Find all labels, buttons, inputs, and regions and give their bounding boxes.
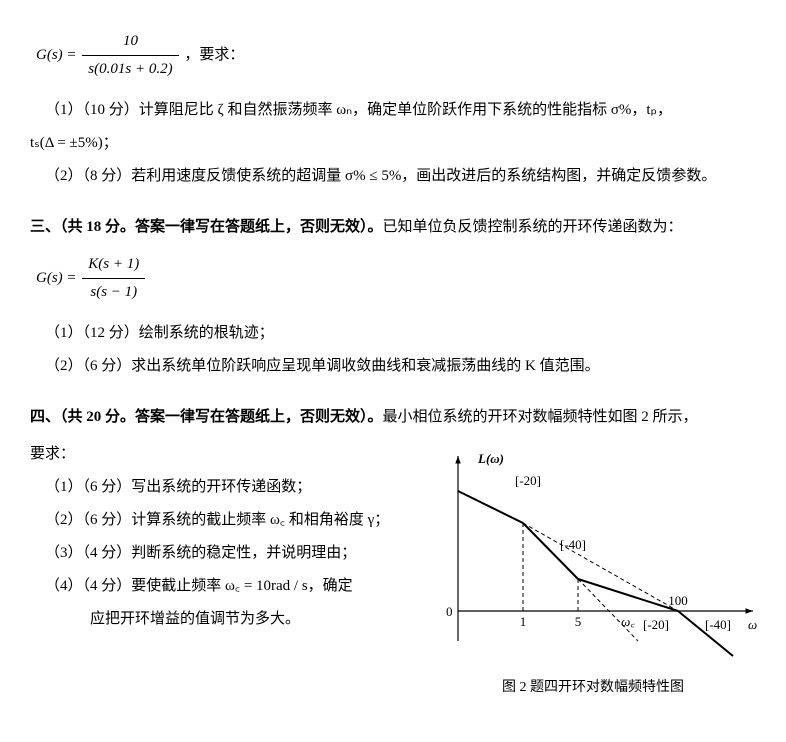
svg-text:5: 5 xyxy=(575,614,582,629)
q3-fraction: K(s + 1) s(s − 1) xyxy=(82,251,145,306)
q4-intro-suffix: 最小相位系统的开环对数幅频特性如图 2 所示， xyxy=(383,409,698,425)
q2-part1-line2: tₛ(Δ = ±5%)； xyxy=(30,130,756,157)
svg-text:[-20]: [-20] xyxy=(643,617,669,632)
q3-heading: 三、（共 18 分。答案一律写在答题纸上，否则无效）。已知单位负反馈控制系统的开… xyxy=(30,214,756,241)
q2-part1: （1）（10 分）计算阻尼比 ζ 和自然振荡频率 ωₙ，确定单位阶跃作用下系统的… xyxy=(30,97,756,124)
q4-part2: （2）（6 分）计算系统的截止频率 ω꜀ 和相角裕度 γ； xyxy=(30,507,420,534)
q4-text-column: 要求： （1）（6 分）写出系统的开环传递函数； （2）（6 分）计算系统的截止… xyxy=(30,441,420,639)
svg-text:[-40]: [-40] xyxy=(560,537,586,552)
svg-text:[-40]: [-40] xyxy=(705,617,731,632)
q2-frac-num: 10 xyxy=(82,28,178,56)
svg-text:100: 100 xyxy=(668,593,688,608)
q3-intro-suffix: 已知单位负反馈控制系统的开环传递函数为： xyxy=(383,219,683,235)
q3-frac-num: K(s + 1) xyxy=(82,251,145,279)
q2-fraction: 10 s(0.01s + 0.2) xyxy=(82,28,178,83)
svg-text:1: 1 xyxy=(520,614,527,629)
bode-plot: L(ω) ω 0 1 5 ω꜀ 100 [-20] [-40] [-20] [-40] xyxy=(428,441,758,661)
q4-require: 要求： xyxy=(30,441,420,468)
q4-heading: 四、（共 20 分。答案一律写在答题纸上，否则无效）。最小相位系统的开环对数幅频… xyxy=(30,404,756,431)
svg-text:0: 0 xyxy=(446,604,453,619)
q3-formula-lhs: G(s) = xyxy=(36,270,77,286)
q2-after-formula: ，要求： xyxy=(184,47,244,63)
q3-formula: G(s) = K(s + 1) s(s − 1) xyxy=(36,251,756,306)
q2-part2: （2）（8 分）若利用速度反馈使系统的超调量 σ% ≤ 5%，画出改进后的系统结… xyxy=(30,163,756,190)
q4-part4: （4）（4 分）要使截止频率 ω꜀ = 10rad / s，确定 xyxy=(30,573,420,600)
svg-text:[-20]: [-20] xyxy=(515,473,541,488)
svg-text:ω: ω xyxy=(748,617,757,632)
q2-frac-den: s(0.01s + 0.2) xyxy=(82,56,178,83)
q4-part1: （1）（6 分）写出系统的开环传递函数； xyxy=(30,474,420,501)
svg-text:ω꜀: ω꜀ xyxy=(621,614,635,629)
q4-figure-caption: 图 2 题四开环对数幅频特性图 xyxy=(428,675,758,700)
q4-part4-line2: 应把开环增益的值调节为多大。 xyxy=(30,606,420,633)
q2-formula-lhs: G(s) = xyxy=(36,47,77,63)
q4-figure-column: L(ω) ω 0 1 5 ω꜀ 100 [-20] [-40] [-20] [-40] 图 2 题四… xyxy=(428,441,758,700)
q4-head-bold: 四、（共 20 分。答案一律写在答题纸上，否则无效）。 xyxy=(30,409,383,425)
q3-part1: （1）（12 分）绘制系统的根轨迹； xyxy=(30,320,756,347)
q4-part3: （3）（4 分）判断系统的稳定性，并说明理由； xyxy=(30,540,420,567)
q2-formula: G(s) = 10 s(0.01s + 0.2) ，要求： xyxy=(36,28,756,83)
q3-part2: （2）（6 分）求出系统单位阶跃响应呈现单调收敛曲线和衰减振荡曲线的 K 值范围… xyxy=(30,353,756,380)
svg-text:L(ω): L(ω) xyxy=(477,451,504,466)
q3-head-bold: 三、（共 18 分。答案一律写在答题纸上，否则无效）。 xyxy=(30,219,383,235)
q3-frac-den: s(s − 1) xyxy=(82,279,145,306)
